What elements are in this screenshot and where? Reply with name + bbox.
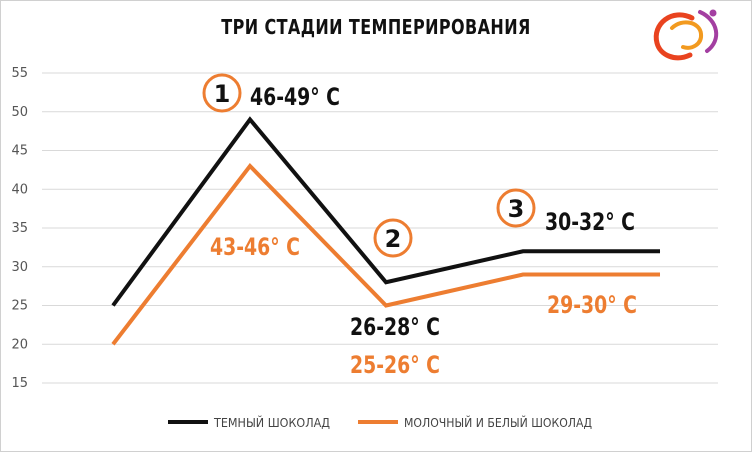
y-tick-label: 45 [11, 144, 28, 159]
temperature-label: 46-49° C [250, 83, 340, 111]
legend-label: ТЕМНЫЙ ШОКОЛАД [213, 415, 330, 430]
stage-marker-number: 3 [508, 195, 525, 223]
temperature-label: 30-32° C [545, 208, 635, 236]
stage-marker-circle [496, 188, 536, 228]
temperature-label: 26-28° C [350, 313, 440, 341]
y-tick-label: 35 [11, 221, 28, 236]
temperature-label: 29-30° C [547, 291, 637, 319]
y-tick-label: 25 [11, 299, 28, 314]
y-tick-label: 55 [11, 66, 28, 81]
y-tick-label: 50 [11, 105, 28, 120]
stage-marker-number: 1 [214, 80, 231, 108]
stage-marker-number: 2 [385, 225, 402, 253]
chart-title: ТРИ СТАДИИ ТЕМПЕРИРОВАНИЯ [221, 15, 531, 39]
temperature-label: 25-26° C [350, 351, 440, 379]
y-tick-label: 20 [11, 337, 28, 352]
y-tick-label: 15 [11, 376, 28, 391]
logo-icon [653, 9, 719, 61]
stage-marker-circle [373, 218, 413, 258]
legend-label: МОЛОЧНЫЙ И БЕЛЫЙ ШОКОЛАД [404, 415, 592, 430]
stage-marker-circle [202, 73, 242, 113]
y-tick-label: 30 [11, 260, 28, 275]
temperature-label: 43-46° C [210, 233, 300, 261]
y-tick-label: 40 [11, 182, 28, 197]
